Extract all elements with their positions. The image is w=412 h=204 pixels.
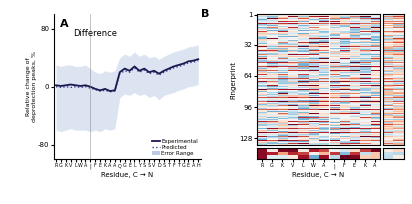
Legend: Experimental, Predicted, Error Range: Experimental, Predicted, Error Range	[152, 139, 198, 156]
Y-axis label: Fingerprint: Fingerprint	[230, 61, 236, 99]
Y-axis label: Relative change of
deprotection peaks, %: Relative change of deprotection peaks, %	[26, 51, 37, 122]
X-axis label: Residue, C → N: Residue, C → N	[293, 172, 344, 177]
X-axis label: Residue, C → N: Residue, C → N	[101, 172, 153, 177]
Text: B: B	[201, 9, 209, 19]
Text: Difference: Difference	[73, 29, 117, 38]
Text: A: A	[59, 19, 68, 29]
